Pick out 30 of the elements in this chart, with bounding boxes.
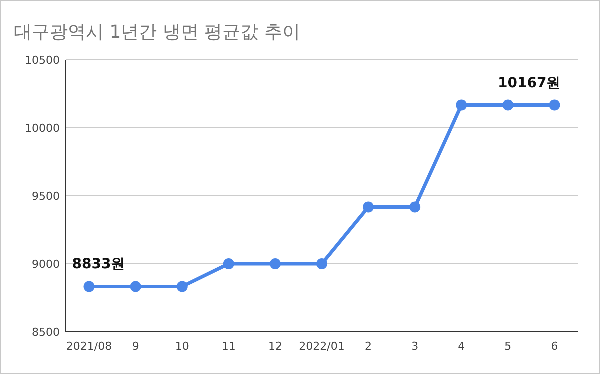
x-tick-label: 2 bbox=[365, 340, 372, 353]
point bbox=[410, 202, 421, 213]
y-tick-label: 9500 bbox=[32, 190, 60, 203]
point bbox=[130, 281, 142, 292]
point bbox=[456, 100, 468, 111]
y-tick-label: 9000 bbox=[32, 258, 60, 271]
point bbox=[84, 281, 95, 292]
x-tick-label: 2021/08 bbox=[66, 340, 112, 353]
chart-title: 대구광역시 1년간 냉면 평균값 추이 bbox=[14, 22, 300, 43]
x-tick-label: 5 bbox=[504, 340, 512, 353]
x-tick-label: 2022/01 bbox=[299, 340, 345, 353]
point bbox=[549, 100, 560, 111]
x-tick-label: 10 bbox=[175, 340, 190, 353]
y-tick-label: 8500 bbox=[32, 326, 60, 339]
y-tick-label: 10000 bbox=[25, 122, 60, 135]
point bbox=[502, 100, 514, 111]
point bbox=[270, 258, 281, 270]
point bbox=[316, 258, 328, 270]
x-tick-label: 12 bbox=[268, 340, 282, 353]
x-tick-label: 11 bbox=[222, 340, 236, 353]
y-tick-label: 10500 bbox=[25, 54, 60, 67]
data-label: 10167원 bbox=[498, 75, 561, 92]
x-tick-label: 4 bbox=[458, 340, 466, 353]
x-tick-label: 6 bbox=[551, 340, 558, 353]
x-tick-label: 9 bbox=[132, 340, 140, 353]
point bbox=[363, 202, 374, 213]
point bbox=[223, 258, 234, 270]
data-label: 8833원 bbox=[72, 256, 126, 273]
point bbox=[176, 281, 188, 292]
x-tick-label: 3 bbox=[412, 340, 419, 353]
